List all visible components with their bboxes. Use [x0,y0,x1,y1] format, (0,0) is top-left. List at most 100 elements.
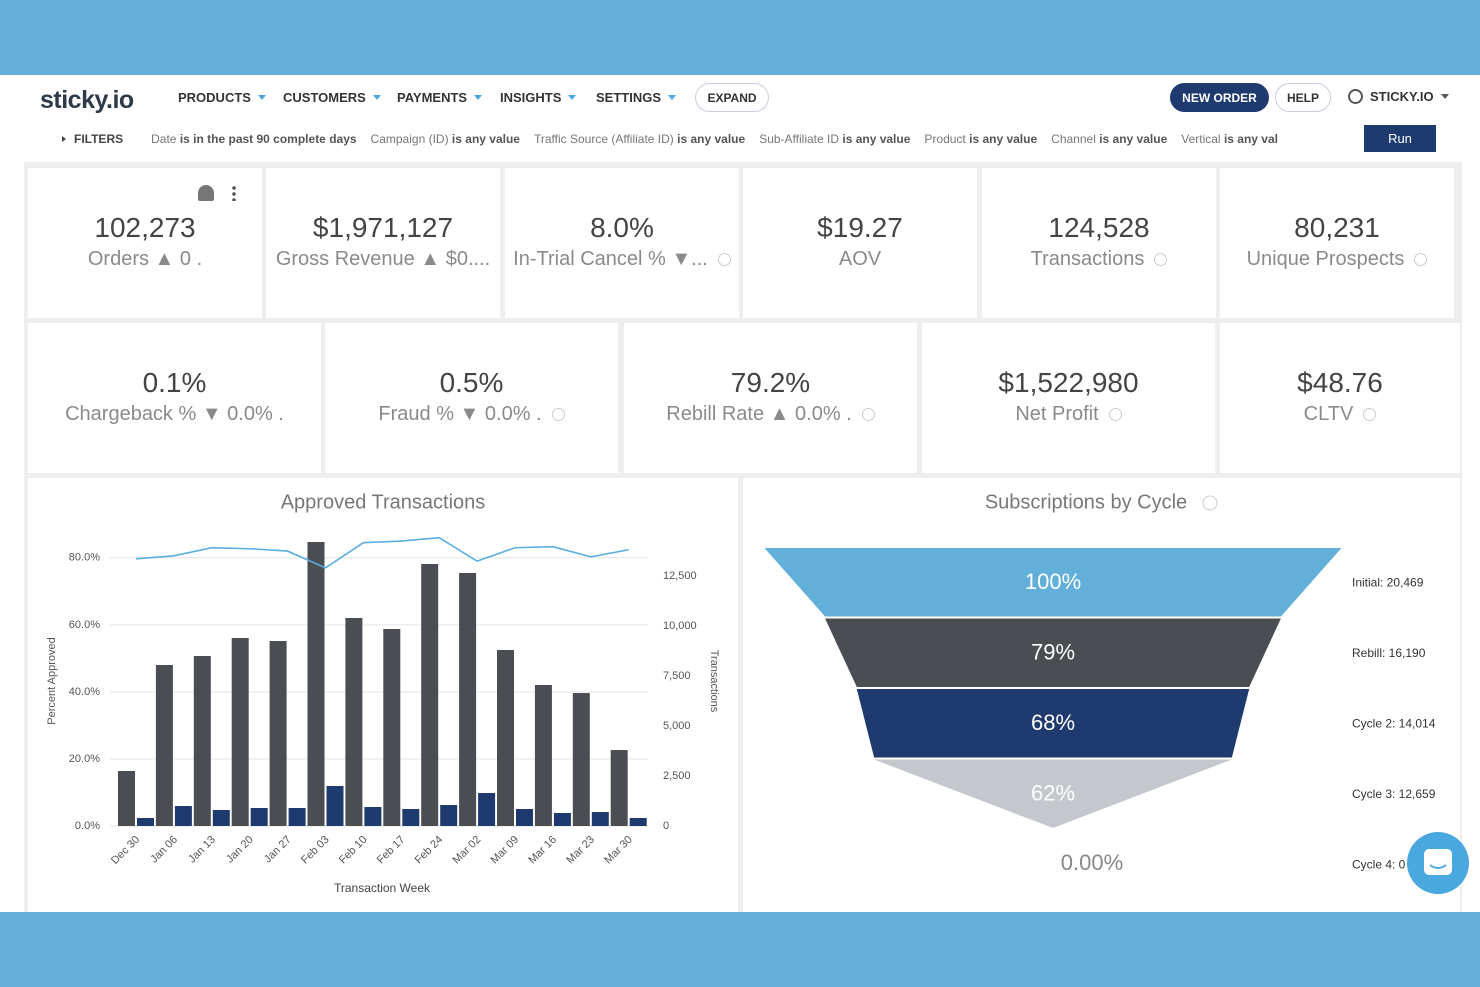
kpi-label: Unique Prospects [1246,248,1405,270]
kpi-value: 8.0% [590,212,654,243]
nav-label: PRODUCTS [178,90,251,105]
kpi-label: Gross Revenue ▲ $0.... [275,248,491,270]
nav-item[interactable]: SETTINGS [596,90,677,105]
kpi-value: 79.2% [730,367,811,398]
alert-bell[interactable] [198,185,214,201]
nav-item[interactable]: INSIGHTS [500,90,577,105]
account-icon [1348,89,1363,104]
filter-condition: is any value [1099,132,1168,146]
filter-field: Sub-Affiliate ID [759,132,840,146]
kpi-card: 0.1% Chargeback % ▼ 0.0% . [28,323,321,473]
filter-item[interactable]: Traffic Source (Affiliate ID) is any val… [534,132,745,146]
toggle-arrow [62,136,66,142]
kpi-label-row: Chargeback % ▼ 0.0% . [65,403,284,426]
kpi-card: 80,231 Unique Prospects [1220,168,1454,318]
kpi-label-row: Net Profit [1015,403,1122,426]
filter-item[interactable]: Vertical is any val [1181,132,1278,146]
info-icon[interactable] [1108,408,1122,421]
filter-condition: is any val [1223,132,1278,146]
account-caret [1440,94,1449,99]
nav-caret [474,95,483,100]
account-name: STICKY.IO [1370,89,1434,104]
filters-toggle[interactable]: FILTERS [62,132,123,146]
kpi-label: Fraud % ▼ 0.0% . [378,403,542,425]
kpi-label: In-Trial Cancel % ▼... [513,248,708,270]
run-button[interactable]: Run [1364,125,1436,152]
nav-item[interactable]: CUSTOMERS [283,90,381,105]
nav-caret [668,95,677,100]
nav-label: CUSTOMERS [283,90,366,105]
info-icon[interactable] [1154,253,1168,266]
kpi-label-row: Rebill Rate ▲ 0.0% . [666,403,875,426]
chart-panel [743,478,1460,912]
kpi-label-row: Orders ▲ 0 . [88,248,202,271]
info-icon[interactable] [717,253,731,266]
kpi-card: 102,273 Orders ▲ 0 . [28,168,262,318]
filter-item[interactable]: Date is in the past 90 complete days [151,132,356,146]
expand-button[interactable]: EXPAND [695,83,769,112]
kpi-card: 79.2% Rebill Rate ▲ 0.0% . [624,323,917,473]
info-icon[interactable] [1414,253,1428,266]
nav-item[interactable]: PRODUCTS [178,90,266,105]
filter-field: Product [924,132,966,146]
kpi-label: Orders ▲ 0 . [87,248,203,270]
account-menu[interactable]: STICKY.IO [1348,89,1449,104]
filter-item[interactable]: Sub-Affiliate ID is any value [759,132,910,146]
info-icon[interactable] [551,408,565,421]
info-icon[interactable] [861,408,875,421]
new-order-button[interactable]: NEW ORDER [1170,83,1269,112]
kpi-label: Chargeback % ▼ 0.0% . [65,403,284,425]
nav-label: INSIGHTS [500,90,562,105]
filter-bar: FILTERS Date is in the past 90 complete d… [62,130,1348,148]
filter-field: Campaign (ID) [370,132,449,146]
kpi-label: CLTV [1303,403,1354,425]
kpi-label-row: AOV [839,248,881,271]
kpi-value: $1,522,980 [998,367,1139,398]
kpi-label: Net Profit [1015,403,1099,425]
filter-condition: is any value [451,132,520,146]
kpi-value: $1,971,127 [312,212,454,243]
filter-field: Date [151,132,177,146]
kpi-value: 102,273 [94,212,196,243]
filter-field: Traffic Source (Affiliate ID) [533,132,674,146]
nav-label: PAYMENTS [397,90,468,105]
kpi-label: Rebill Rate ▲ 0.0% . [666,403,852,425]
filter-field: Channel [1051,132,1096,146]
kpi-card: 0.5% Fraud % ▼ 0.0% . [325,323,618,473]
kpi-value: $19.27 [817,212,903,243]
nav-caret [372,95,381,100]
help-button[interactable]: HELP [1275,83,1331,112]
filter-condition: is in the past 90 complete days [179,132,357,146]
kpi-card: 8.0% In-Trial Cancel % ▼... [505,168,739,318]
kpi-label: Transactions [1030,248,1145,270]
kpi-label-row: Unique Prospects [1247,248,1428,271]
kpi-label-row: Gross Revenue ▲ $0.... [276,248,490,271]
nav-item[interactable]: PAYMENTS [397,90,483,105]
kpi-card: $19.27 AOV [743,168,977,318]
filter-condition: is any value [677,132,746,146]
kpi-value: 0.5% [439,367,504,398]
kpi-label: AOV [838,248,882,270]
logo[interactable]: sticky.io [40,86,134,114]
kpi-card: 124,528 Transactions [982,168,1216,318]
filter-condition: is any value [842,132,911,146]
kpi-value: $48.76 [1297,367,1383,398]
kpi-card: $1,522,980 Net Profit [922,323,1215,473]
more-menu[interactable] [232,185,236,201]
filter-item[interactable]: Campaign (ID) is any value [371,132,520,146]
nav-label: SETTINGS [596,90,662,105]
kpi-card: $1,971,127 Gross Revenue ▲ $0.... [266,168,500,318]
filter-item[interactable]: Channel is any value [1051,132,1167,146]
kpi-value: 124,528 [1048,212,1150,243]
nav-caret [257,95,266,100]
kpi-label-row: CLTV [1304,403,1377,426]
filter-item[interactable]: Product is any value [924,132,1037,146]
kpi-label-row: Fraud % ▼ 0.0% . [378,403,565,426]
filters-label: FILTERS [74,132,124,146]
info-icon[interactable] [1363,408,1377,421]
filter-field: Vertical [1181,132,1221,146]
kpi-value: 80,231 [1294,212,1380,243]
kpi-card: $48.76 CLTV [1220,323,1460,473]
chart-panel [28,478,738,912]
